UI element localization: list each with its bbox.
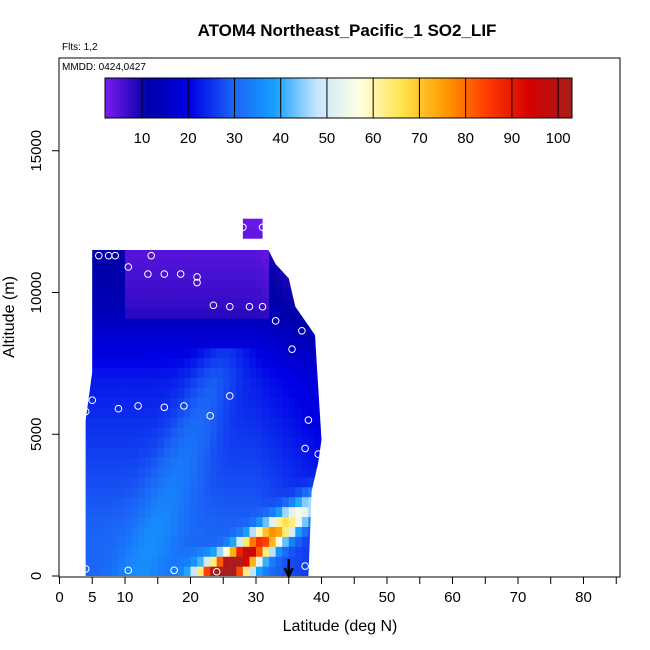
colorbar-gradient: [104, 77, 573, 119]
dates-label: MMDD: 0424,0427: [62, 62, 146, 73]
colorbar-tick-label: 30: [226, 130, 243, 147]
x-tick-label: 30: [248, 589, 265, 606]
sample-point: [245, 302, 254, 311]
heatmap-layer: [85, 218, 322, 577]
sample-point: [193, 273, 201, 281]
colorbar-tick-label: 40: [272, 130, 289, 147]
sample-point: [288, 345, 296, 354]
sample-point: [95, 251, 103, 260]
sample-point: [144, 270, 152, 278]
colorbar-tick-label: 90: [504, 130, 521, 147]
y-tick-label: 10000: [28, 272, 45, 314]
sample-point: [206, 412, 214, 420]
colorbar-tick-label: 80: [457, 130, 474, 147]
sample-point: [134, 402, 142, 410]
sample-point: [258, 302, 267, 311]
colorbar-tick-label: 10: [134, 130, 151, 147]
sample-point: [301, 444, 309, 453]
sample-point: [147, 251, 155, 260]
sample-point: [124, 263, 133, 271]
sample-point: [226, 302, 234, 311]
sample-point: [124, 566, 133, 575]
sample-point: [301, 562, 309, 570]
y-tick-label: 15000: [28, 130, 45, 172]
sample-point: [271, 317, 280, 325]
sample-point: [114, 404, 123, 413]
colorbar-tick-label: 70: [411, 130, 428, 147]
sample-points: [81, 223, 323, 576]
sample-point: [160, 270, 169, 278]
x-tick-label: 40: [313, 589, 330, 606]
y-tick-label: 5000: [28, 418, 45, 451]
sample-point: [212, 567, 221, 576]
colorbar-tick-label: 60: [365, 130, 382, 147]
sample-point: [176, 270, 185, 278]
flights-label: Flts: 1,2: [62, 42, 98, 53]
x-axis-label: Latitude (deg N): [283, 618, 398, 635]
x-tick-label: 10: [117, 589, 134, 606]
sample-point: [239, 223, 247, 232]
sample-point: [258, 223, 267, 232]
x-tick-label: 5: [88, 589, 96, 606]
x-tick-label: 20: [182, 589, 199, 606]
sample-point: [81, 565, 90, 573]
sample-point: [226, 392, 234, 400]
sample-point: [160, 403, 169, 412]
sample-point: [88, 396, 97, 405]
sample-point: [170, 566, 178, 575]
plot-frame: [58, 57, 621, 578]
x-tick-label: 80: [575, 589, 592, 606]
arrow-head: [283, 567, 294, 579]
y-axis: 0 5000 10000 15000: [28, 130, 59, 580]
sample-point: [111, 251, 119, 260]
colorbar-tick-label: 20: [180, 130, 197, 147]
colorbar-tick-label: 50: [319, 130, 336, 147]
y-tick-label: 0: [28, 572, 45, 580]
colorbar: 10 20 30 40 50 60 70 80 90 100: [104, 77, 573, 147]
chart-title: ATOM4 Northeast_Pacific_1 SO2_LIF: [198, 21, 497, 40]
x-tick-label: 50: [379, 589, 396, 606]
sample-point: [193, 278, 201, 287]
sample-point: [180, 402, 188, 410]
x-axis: 0 5 10 20 30 40 50 60 70 80: [55, 577, 617, 606]
sample-point: [81, 407, 90, 416]
sample-point: [304, 416, 313, 424]
colorbar-tick-label: 100: [546, 130, 571, 147]
x-tick-label: 60: [444, 589, 461, 606]
x-tick-label: 0: [55, 589, 63, 606]
x-tick-label: 70: [510, 589, 527, 606]
sample-point: [298, 326, 306, 335]
arrow-marker: [283, 558, 294, 579]
sample-point: [209, 301, 218, 310]
y-axis-label: Altitude (m): [1, 276, 18, 358]
sample-point: [314, 450, 323, 458]
